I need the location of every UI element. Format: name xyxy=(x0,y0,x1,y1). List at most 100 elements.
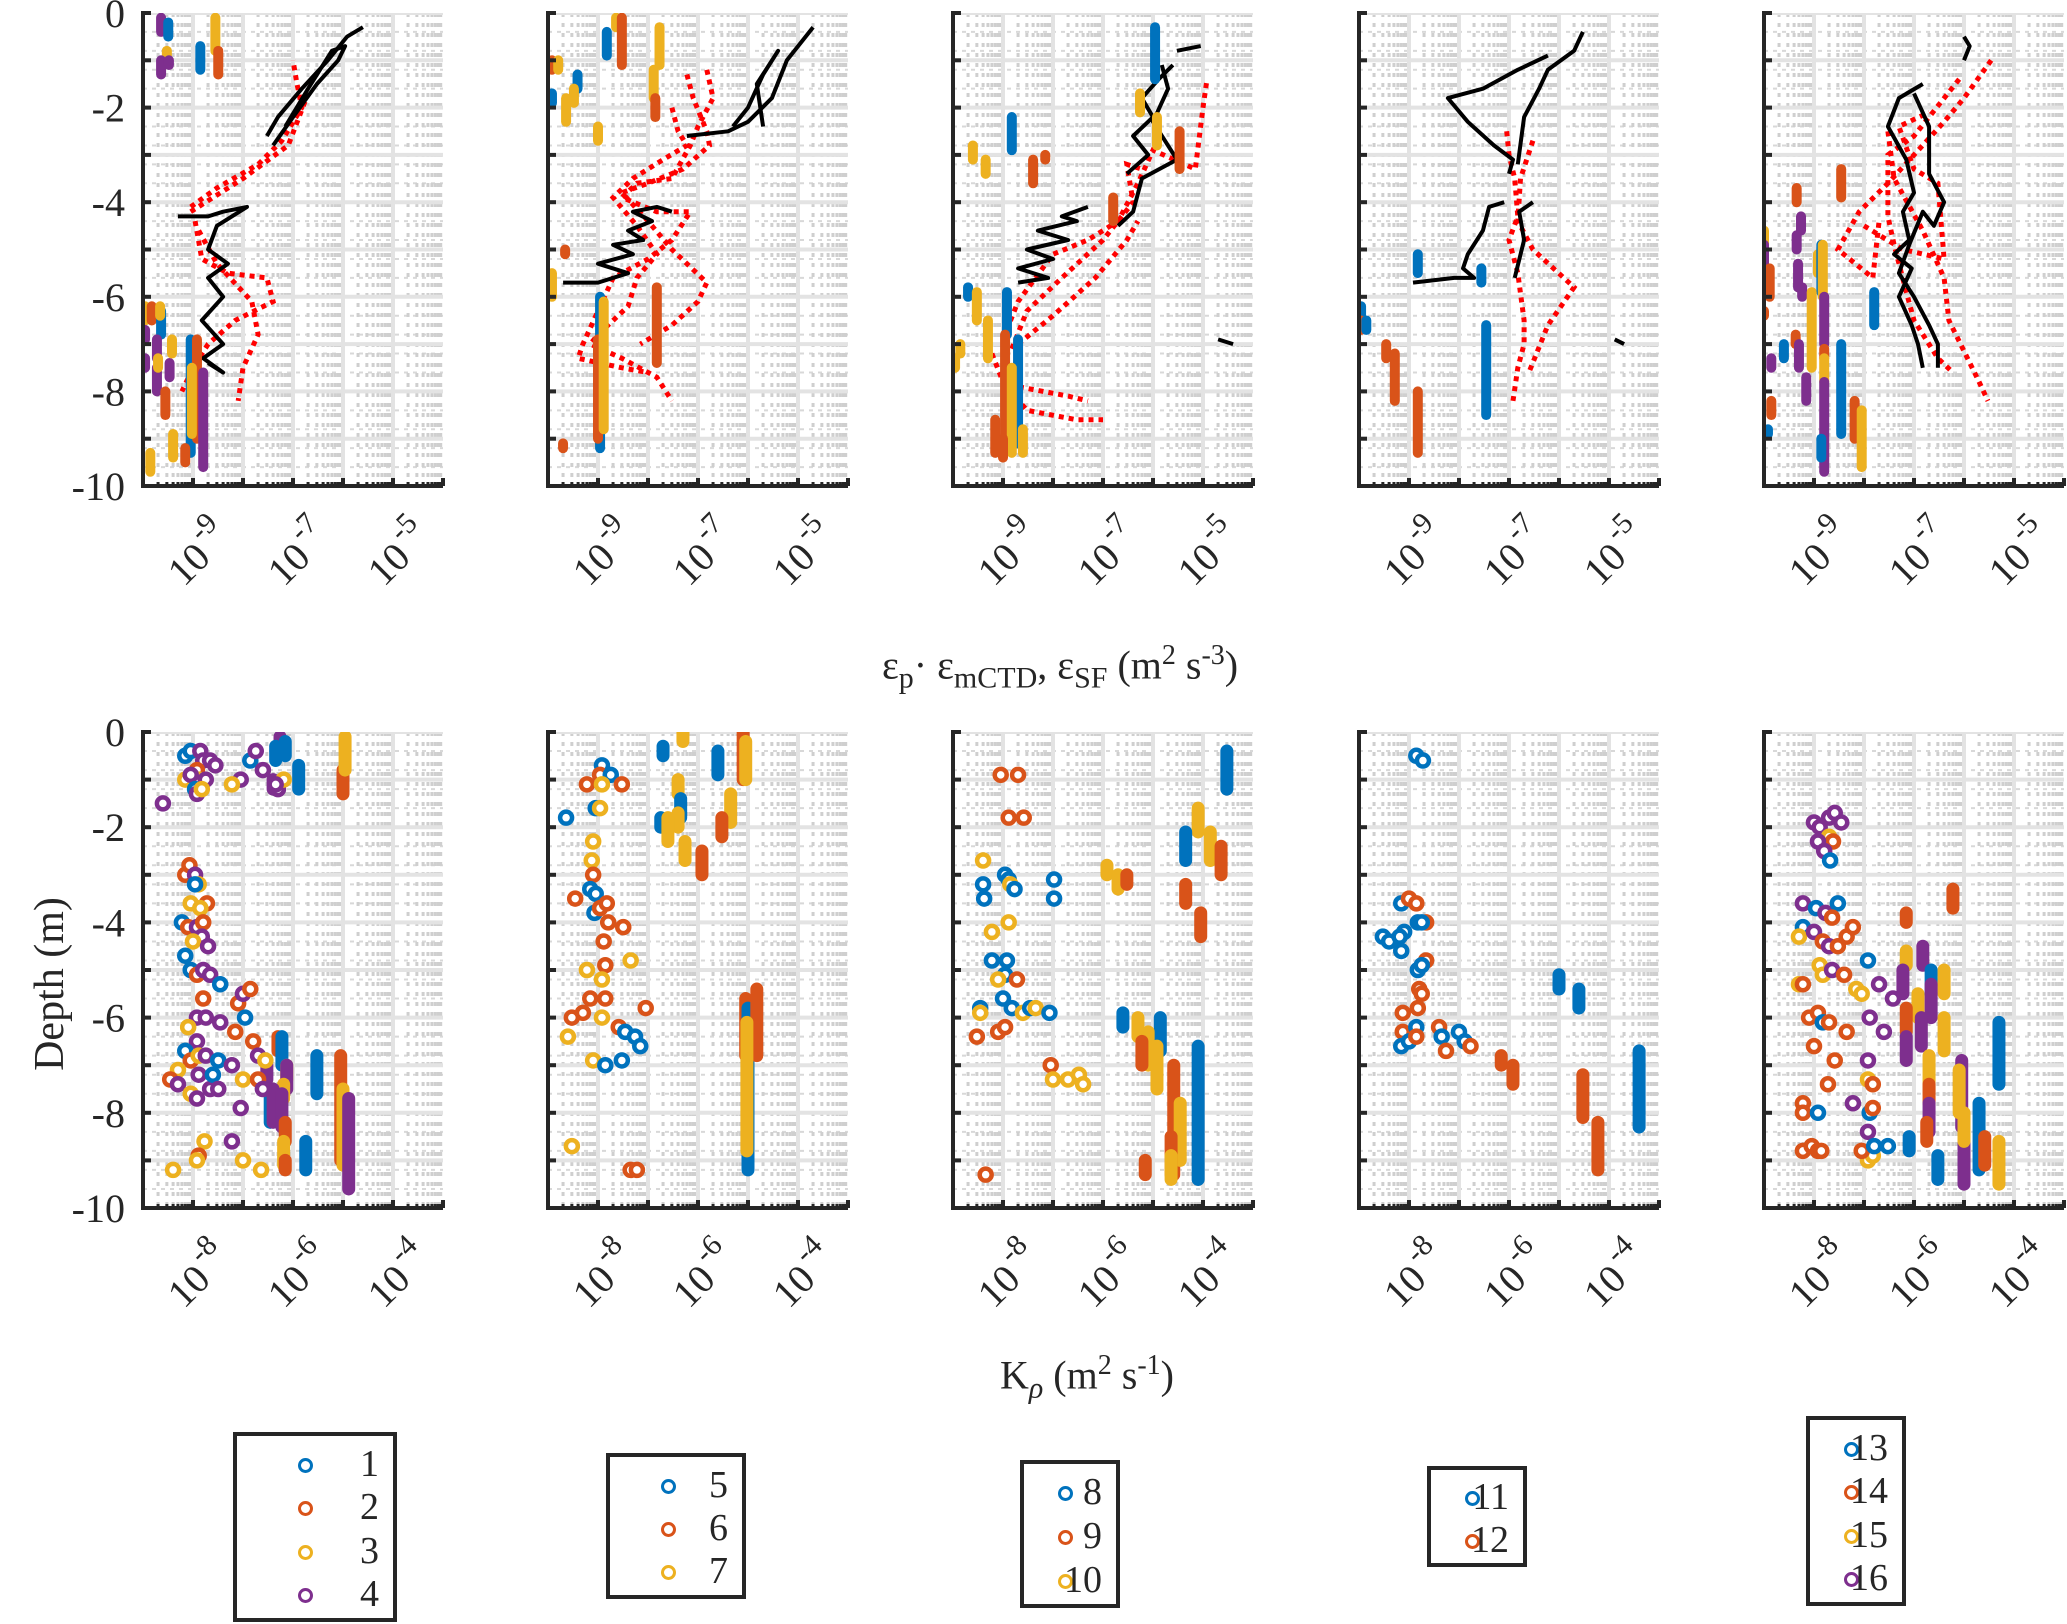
subscript-rho: ρ xyxy=(1028,1371,1044,1405)
mctd-dissipation-line xyxy=(731,48,781,128)
point-series-3 xyxy=(223,776,241,793)
legend-label: 5 xyxy=(709,1463,728,1506)
point-series-10 xyxy=(971,1004,989,1022)
point-series-7 xyxy=(593,1009,611,1026)
bottom-x-axis-label: Kρ (m2 s-1) xyxy=(1000,1350,1174,1405)
data-marks xyxy=(1790,804,2006,1191)
point-series-13 xyxy=(1809,1104,1827,1122)
x-tick-label: 10-5 xyxy=(1980,506,2045,594)
point-series-6 xyxy=(597,990,614,1007)
point-series-12 xyxy=(1462,1037,1479,1055)
legend-3: 8 9 10 xyxy=(1020,1460,1120,1608)
unit-text: (m xyxy=(1043,1352,1098,1398)
point-series-14 xyxy=(1864,1075,1882,1093)
point-series-9 xyxy=(996,1018,1014,1036)
point-series-3 xyxy=(192,899,209,917)
data-marks xyxy=(557,732,764,1179)
sf-dissipation-line xyxy=(1862,110,1947,263)
data-marks xyxy=(154,732,356,1196)
panel-top-3: 10-9 10-7 10-5 xyxy=(951,11,1255,594)
point-series-3 xyxy=(252,1161,270,1179)
point-series-1 xyxy=(204,1066,222,1083)
point-series-16 xyxy=(1861,1009,1878,1026)
x-tick-label: 10-9 xyxy=(564,506,629,594)
point-series-6 xyxy=(613,776,631,793)
data-marks xyxy=(968,744,1234,1186)
point-series-4 xyxy=(197,1047,215,1064)
point-series-4 xyxy=(182,766,199,784)
x-tick-label: 10-7 xyxy=(1069,506,1134,594)
sf-dissipation-line xyxy=(617,73,713,347)
point-series-16 xyxy=(1870,976,1888,993)
point-series-6 xyxy=(628,1161,646,1179)
y-tick-label: -10 xyxy=(72,464,125,509)
legend-4: 11 12 xyxy=(1427,1466,1527,1567)
point-series-4 xyxy=(211,1014,229,1031)
point-series-1 xyxy=(186,876,204,893)
point-series-3 xyxy=(196,1133,213,1150)
point-series-4 xyxy=(154,795,172,812)
x-tick-label: 10-4 xyxy=(359,1228,424,1316)
point-series-10 xyxy=(989,971,1007,988)
sf-dissipation-line xyxy=(1016,219,1141,347)
sf-dissipation-line xyxy=(189,59,305,209)
y-tick-label: -6 xyxy=(92,275,125,320)
data-marks xyxy=(143,13,364,477)
point-series-2 xyxy=(194,990,212,1007)
point-series-9 xyxy=(992,766,1009,784)
point-series-13 xyxy=(1829,895,1847,912)
point-series-4 xyxy=(207,757,224,774)
panel-top-5: 10-9 10-7 10-5 xyxy=(1762,11,2066,594)
point-series-1 xyxy=(177,947,194,964)
legend-label: 3 xyxy=(360,1529,379,1572)
sf-dissipation-line xyxy=(1009,160,1143,350)
point-series-10 xyxy=(1044,1071,1062,1088)
point-series-15 xyxy=(1853,985,1870,1003)
point-series-14 xyxy=(1805,1037,1823,1055)
x-tick-label: 10-6 xyxy=(259,1228,324,1316)
point-series-4 xyxy=(169,1075,187,1093)
point-series-11 xyxy=(1433,1028,1450,1045)
point-series-14 xyxy=(1826,1052,1843,1069)
data-marks xyxy=(1374,747,1646,1177)
point-series-5 xyxy=(557,809,575,826)
point-series-4 xyxy=(210,1080,227,1098)
legend-marker-circle-icon xyxy=(660,1522,676,1537)
point-series-6 xyxy=(584,866,602,884)
subscript-p: p xyxy=(898,661,914,695)
point-series-14 xyxy=(1864,1099,1882,1117)
point-series-7 xyxy=(578,961,596,979)
point-series-12 xyxy=(1408,895,1425,912)
point-series-10 xyxy=(1027,999,1044,1017)
sf-dissipation-line xyxy=(989,352,1103,423)
point-series-9 xyxy=(968,1028,986,1045)
point-series-3 xyxy=(184,933,202,950)
y-tick-label: 0 xyxy=(105,710,125,755)
y-tick-label: -10 xyxy=(72,1186,125,1231)
point-series-1 xyxy=(210,1052,227,1069)
legend-marker-circle-icon xyxy=(1844,1572,1859,1588)
point-series-11 xyxy=(1413,956,1431,974)
legend-label: 14 xyxy=(1850,1470,1888,1513)
point-series-7 xyxy=(563,1137,581,1155)
mctd-dissipation-line xyxy=(1016,205,1089,285)
point-series-9 xyxy=(1000,809,1017,826)
legend-marker-circle-icon xyxy=(1058,1574,1073,1589)
point-series-5 xyxy=(602,766,620,784)
panel-bottom-1: 0 -2 -4 -6 -8 -10 10-8 10-6 10-4 xyxy=(72,710,445,1316)
point-series-13 xyxy=(1859,952,1877,969)
panel-bottom-2: 10-8 10-6 10-4 xyxy=(546,730,850,1316)
x-tick-label: 10-9 xyxy=(969,506,1034,594)
legend-label: 12 xyxy=(1471,1518,1509,1561)
legend-marker-circle-icon xyxy=(1844,1528,1859,1544)
point-series-11 xyxy=(1391,928,1408,945)
legend-label: 1 xyxy=(360,1442,379,1485)
point-series-14 xyxy=(1794,1104,1812,1122)
point-series-5 xyxy=(632,1037,649,1055)
legend-label: 9 xyxy=(1083,1515,1102,1557)
y-tick-label: -4 xyxy=(92,900,125,945)
grid xyxy=(548,13,848,486)
x-tick-label: 10-5 xyxy=(764,506,829,594)
unit-text: (m xyxy=(1107,642,1162,688)
point-series-12 xyxy=(1409,999,1427,1017)
